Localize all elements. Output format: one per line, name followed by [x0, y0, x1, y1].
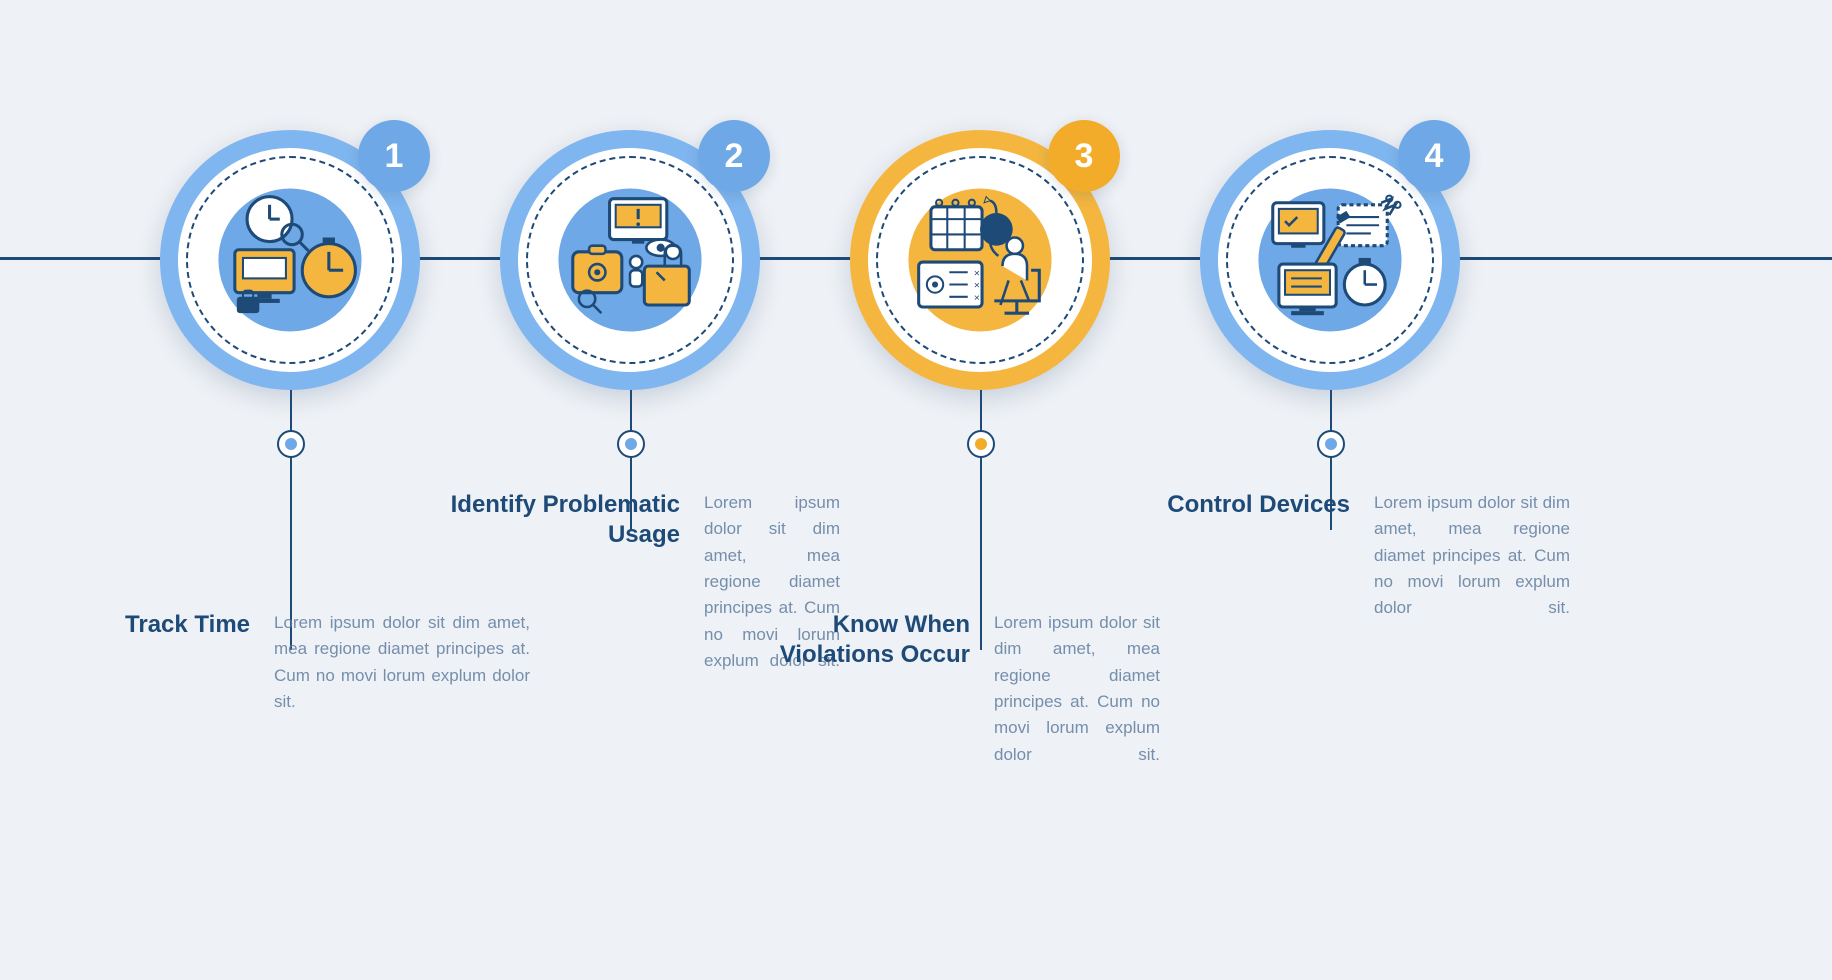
- step-number-badge: 1: [358, 120, 430, 192]
- svg-text:×: ×: [974, 268, 980, 279]
- connector-dot: [967, 430, 995, 458]
- infographic-canvas: 1 Track Time Lorem ipsum dolor sit dim ame…: [0, 0, 1832, 980]
- violation-icon: × × ×: [888, 168, 1072, 352]
- svg-text:×: ×: [974, 281, 980, 292]
- step-1: 1Track TimeLorem ipsum dolor sit dim ame…: [160, 130, 420, 390]
- connector-dot-inner: [975, 438, 987, 450]
- step-heading: Track Time: [110, 610, 250, 640]
- step-text: Know When Violations Occur Lorem ipsum do…: [740, 610, 1160, 768]
- step-body: Lorem ipsum dolor sit dim amet, mea regi…: [994, 610, 1160, 768]
- step-text: Control Devices Lorem ipsum dolor sit dim…: [1150, 490, 1570, 622]
- connector-dot-inner: [1325, 438, 1337, 450]
- connector-dot-inner: [285, 438, 297, 450]
- step-4: 4Control DevicesLorem ipsum dolor sit di…: [1200, 130, 1460, 390]
- step-circle: 4: [1200, 130, 1460, 390]
- control-icon: [1238, 168, 1422, 352]
- step-body: Lorem ipsum dolor sit dim amet, mea regi…: [1374, 490, 1570, 622]
- svg-text:×: ×: [974, 293, 980, 304]
- step-circle: 2: [500, 130, 760, 390]
- connector-dot: [1317, 430, 1345, 458]
- step-heading: Identify Problematic Usage: [420, 490, 680, 550]
- step-circle: × × × 3: [850, 130, 1110, 390]
- step-number-badge: 4: [1398, 120, 1470, 192]
- step-heading: Know When Violations Occur: [740, 610, 970, 670]
- connector-dot: [277, 430, 305, 458]
- step-3: × × × 3Know When Violations OccurLorem i…: [850, 130, 1110, 390]
- connector-dot-inner: [625, 438, 637, 450]
- time-icon: [198, 168, 382, 352]
- problem-icon: [538, 168, 722, 352]
- step-heading: Control Devices: [1150, 490, 1350, 520]
- step-number-badge: 3: [1048, 120, 1120, 192]
- step-number-badge: 2: [698, 120, 770, 192]
- step-2: 2Identify Problematic UsageLorem ipsum d…: [500, 130, 760, 390]
- step-circle: 1: [160, 130, 420, 390]
- connector-dot: [617, 430, 645, 458]
